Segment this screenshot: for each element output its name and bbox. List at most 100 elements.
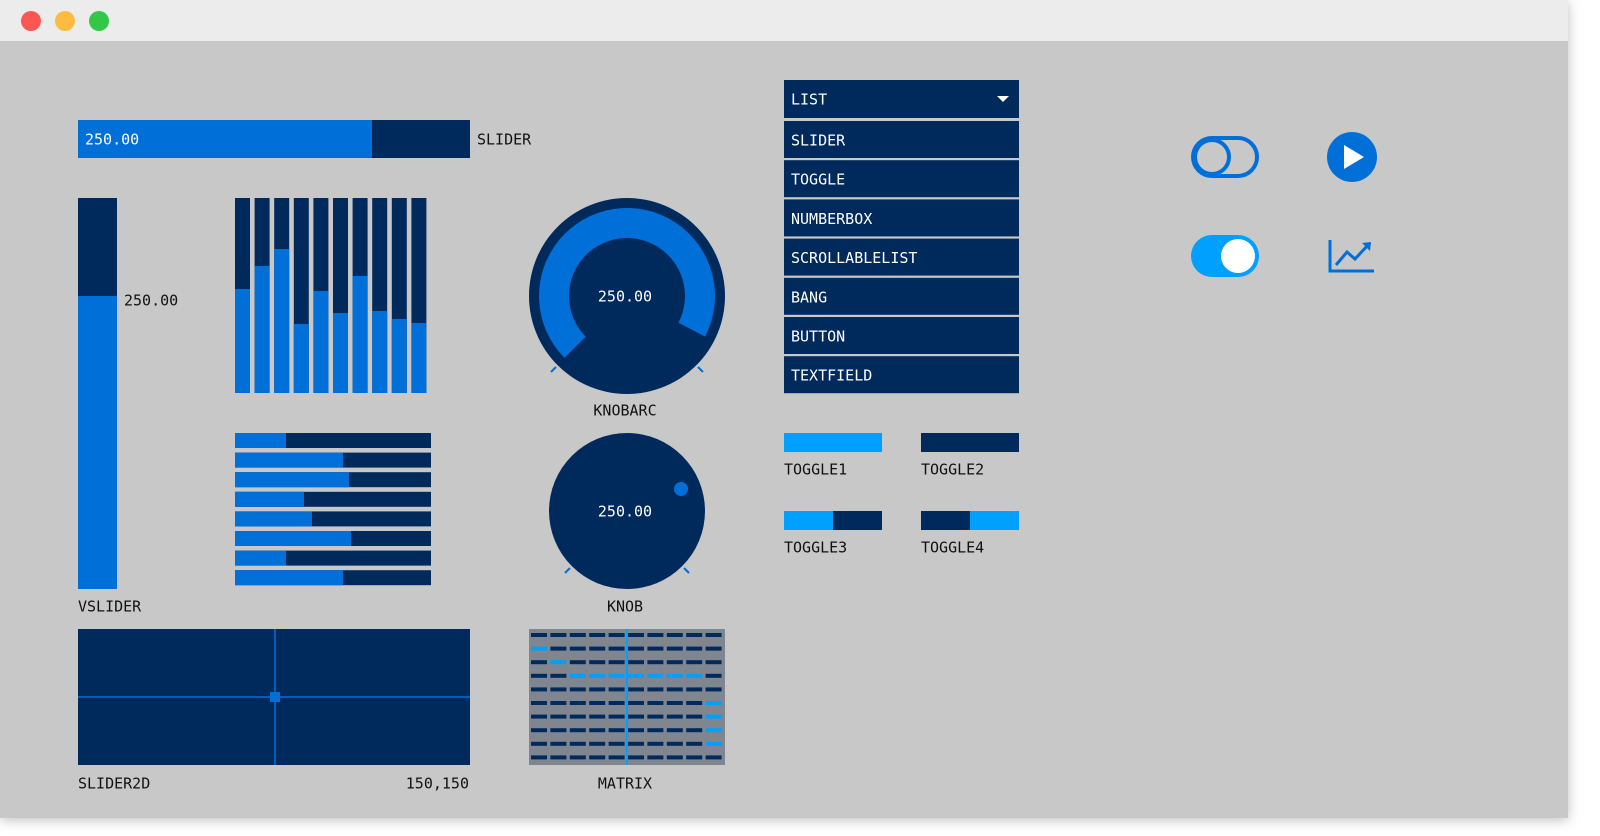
matrix-cell[interactable] (686, 741, 703, 746)
matrix-cell[interactable] (531, 660, 547, 665)
matrix-cell[interactable] (705, 701, 722, 705)
matrix-cell[interactable] (628, 646, 644, 651)
matrix-cell[interactable] (550, 741, 567, 746)
matrix-cell[interactable] (589, 687, 606, 692)
knobarc[interactable]: 250.00 KNOBARC (529, 198, 725, 420)
matrix-cell[interactable] (705, 728, 722, 733)
matrix-cell[interactable] (569, 714, 586, 719)
knob[interactable]: 250.00 KNOB (549, 433, 705, 616)
matrix-cell[interactable] (686, 714, 703, 719)
toggle1[interactable] (784, 433, 882, 452)
list-item[interactable] (784, 199, 1019, 237)
matrix-cell[interactable] (686, 673, 703, 678)
matrix-cell[interactable] (647, 701, 664, 705)
matrix-cell[interactable] (666, 741, 683, 746)
matrix-cell[interactable] (608, 714, 625, 719)
matrix-cell[interactable] (628, 673, 644, 678)
matrix-cell[interactable] (531, 633, 547, 637)
list-item[interactable] (784, 238, 1019, 276)
matrix-cell[interactable] (666, 701, 683, 705)
matrix-cell[interactable] (569, 741, 586, 746)
matrix-cell[interactable] (686, 728, 703, 733)
matrix-cell[interactable] (628, 714, 644, 719)
matrix-cell[interactable] (608, 728, 625, 733)
matrix-cell[interactable] (608, 755, 625, 760)
matrix-cell[interactable] (608, 673, 625, 678)
matrix-cell[interactable] (666, 728, 683, 733)
minimize-button[interactable] (55, 11, 75, 31)
matrix-cell[interactable] (666, 633, 683, 637)
list-item[interactable] (784, 356, 1019, 394)
list-item[interactable] (784, 160, 1019, 198)
matrix-cell[interactable] (531, 687, 547, 692)
matrix-cell[interactable] (569, 633, 586, 637)
multi-vslider[interactable] (235, 198, 427, 393)
matrix-cell[interactable] (589, 714, 606, 719)
matrix-cell[interactable] (550, 728, 567, 733)
matrix-cell[interactable] (628, 660, 644, 665)
matrix-cell[interactable] (608, 646, 625, 651)
matrix-cell[interactable] (686, 755, 703, 760)
maximize-button[interactable] (89, 11, 109, 31)
matrix-cell[interactable] (550, 646, 567, 651)
list-item[interactable] (784, 121, 1019, 158)
matrix-cell[interactable] (569, 755, 586, 760)
matrix-cell[interactable] (647, 728, 664, 733)
vslider[interactable]: 250.00 VSLIDER (78, 198, 178, 616)
matrix-cell[interactable] (531, 741, 547, 746)
matrix-cell[interactable] (666, 660, 683, 665)
matrix-cell[interactable] (569, 646, 586, 651)
matrix-cell[interactable] (569, 687, 586, 692)
matrix-cell[interactable] (705, 646, 722, 651)
matrix-cell[interactable] (628, 728, 644, 733)
matrix-cell[interactable] (589, 633, 606, 637)
matrix-cell[interactable] (647, 687, 664, 692)
matrix-cell[interactable] (589, 741, 606, 746)
matrix-cell[interactable] (647, 673, 664, 678)
matrix-cell[interactable] (569, 728, 586, 733)
close-button[interactable] (21, 11, 41, 31)
matrix-cell[interactable] (550, 701, 567, 705)
matrix-cell[interactable] (705, 755, 722, 760)
matrix-cell[interactable] (550, 673, 567, 678)
matrix-cell[interactable] (531, 646, 547, 651)
matrix-cell[interactable] (569, 660, 586, 665)
matrix-cell[interactable] (550, 687, 567, 692)
matrix-cell[interactable] (589, 660, 606, 665)
matrix-cell[interactable] (686, 701, 703, 705)
slider[interactable]: 250.00 SLIDER (78, 120, 532, 158)
matrix-cell[interactable] (647, 755, 664, 760)
matrix-cell[interactable] (666, 646, 683, 651)
matrix-cell[interactable] (686, 646, 703, 651)
matrix-cell[interactable] (647, 741, 664, 746)
list[interactable]: LIST SLIDER TOGGLE NUMBERBOX SCROLLABLELIST… (784, 80, 1019, 394)
multi-hslider[interactable] (235, 433, 431, 586)
matrix-cell[interactable] (569, 701, 586, 705)
matrix-cell[interactable] (628, 741, 644, 746)
slider2d[interactable]: SLIDER2D 150,150 (78, 629, 470, 793)
matrix-cell[interactable] (589, 755, 606, 760)
matrix-cell[interactable] (686, 633, 703, 637)
matrix-cell[interactable] (628, 701, 644, 705)
matrix-cell[interactable] (647, 660, 664, 665)
matrix-cell[interactable] (705, 714, 722, 719)
matrix-cell[interactable] (705, 687, 722, 692)
matrix-cell[interactable] (666, 687, 683, 692)
matrix-cell[interactable] (550, 633, 567, 637)
matrix-cell[interactable] (608, 741, 625, 746)
matrix-cell[interactable] (705, 741, 722, 746)
matrix-cell[interactable] (531, 673, 547, 678)
matrix-cell[interactable] (569, 673, 586, 678)
matrix[interactable]: MATRIX (529, 629, 725, 793)
matrix-cell[interactable] (705, 673, 722, 678)
matrix-cell[interactable] (589, 701, 606, 705)
matrix-cell[interactable] (628, 755, 644, 760)
matrix-cell[interactable] (531, 755, 547, 760)
matrix-cell[interactable] (531, 728, 547, 733)
matrix-cell[interactable] (666, 673, 683, 678)
matrix-cell[interactable] (531, 701, 547, 705)
chart-icon-axis[interactable] (1328, 240, 1374, 273)
matrix-cell[interactable] (589, 646, 606, 651)
matrix-cell[interactable] (705, 660, 722, 665)
matrix-cell[interactable] (705, 633, 722, 637)
